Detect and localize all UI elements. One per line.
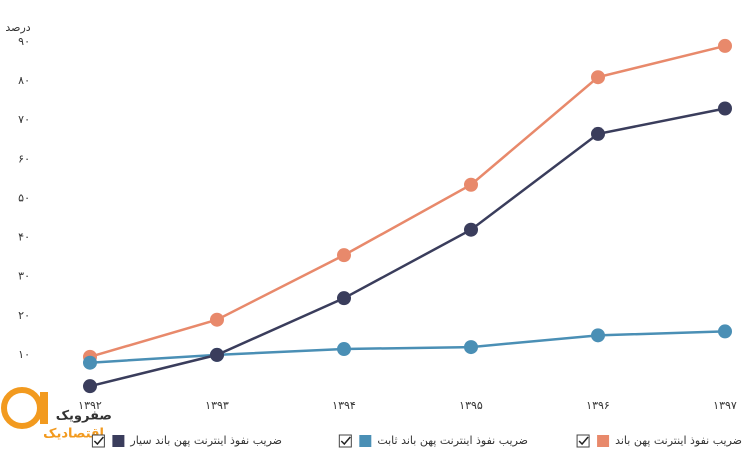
data-point: [591, 70, 605, 85]
x-tick-label: ۱۳۹۶: [586, 399, 610, 412]
data-point: [210, 312, 224, 327]
y-tick-label: ۹۰: [18, 35, 30, 48]
data-point: [718, 324, 732, 339]
logo-bar: [40, 392, 48, 424]
data-point: [464, 177, 478, 192]
legend-item: ضریب نفوذ اینترنت پهن باند سیار: [91, 434, 282, 448]
legend-checkbox: [576, 434, 590, 448]
legend-swatch: [597, 435, 610, 447]
x-tick-label: ۱۳۹۷: [713, 399, 737, 412]
legend-label: ضریب نفوذ اینترنت پهن باند ثابت: [377, 434, 528, 447]
series-line: [89, 330, 726, 364]
legend-check: [340, 436, 351, 446]
data-point: [591, 328, 605, 343]
data-point: [718, 38, 732, 53]
legend-label: ضریب نفوذ اینترنت پهن باند سیار: [129, 434, 282, 447]
data-point: [464, 222, 478, 237]
logo-ring: [1, 387, 43, 429]
y-tick-label: ۶۰: [18, 152, 30, 165]
x-tick-label: ۱۳۹۲: [78, 399, 102, 412]
y-tick-label: ۱۰: [18, 348, 30, 361]
data-point: [718, 101, 732, 116]
series-line: [89, 107, 726, 388]
y-tick-label: ۴۰: [18, 231, 30, 244]
y-tick-label: ۷۰: [18, 113, 30, 126]
data-point: [337, 291, 351, 306]
data-point: [83, 379, 97, 394]
x-tick-label: ۱۳۹۳: [205, 399, 229, 412]
legend-checkbox: [91, 434, 105, 448]
y-tick-label: ۸۰: [18, 74, 30, 87]
legend-item: ضریب نفوذ اینترنت پهن باند: [576, 434, 742, 448]
y-tick-label: ۵۰: [18, 191, 30, 204]
data-point: [464, 340, 478, 355]
y-axis-title: درصد: [5, 21, 30, 34]
logo-name: صفرویک: [56, 409, 112, 424]
data-point: [591, 126, 605, 141]
data-point: [83, 355, 97, 370]
x-tick-label: ۱۳۹۴: [332, 399, 356, 412]
logo: صفرویک اقتصادیک: [1, 387, 112, 442]
y-tick-label: ۲۰: [18, 309, 30, 322]
y-tick-label: ۳۰: [18, 270, 30, 283]
data-point: [337, 342, 351, 357]
series-line: [89, 44, 726, 359]
legend-swatch: [359, 435, 372, 447]
legend-check: [93, 436, 104, 446]
legend-item: ضریب نفوذ اینترنت پهن باند ثابت: [338, 434, 528, 448]
legend-check: [578, 436, 589, 446]
x-tick-label: ۱۳۹۵: [459, 399, 483, 412]
data-point: [210, 347, 224, 362]
legend-swatch: [112, 435, 125, 447]
legend-checkbox: [338, 434, 352, 448]
data-point: [337, 248, 351, 263]
legend-label: ضریب نفوذ اینترنت پهن باند: [615, 434, 742, 447]
logo-sub: اقتصادیک: [43, 427, 104, 442]
